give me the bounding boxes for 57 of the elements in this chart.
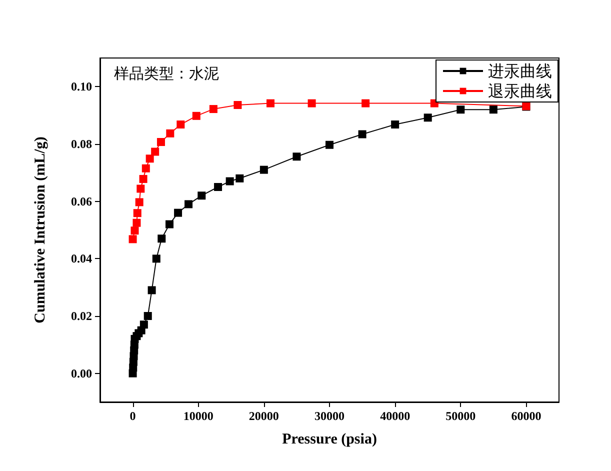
x-axis-title: Pressure (psia) bbox=[282, 432, 377, 448]
point bbox=[130, 226, 139, 235]
point bbox=[236, 174, 244, 182]
legend-label: 进汞曲线 bbox=[488, 62, 552, 80]
point bbox=[424, 114, 432, 122]
point bbox=[260, 166, 268, 174]
point bbox=[192, 112, 200, 120]
point bbox=[156, 138, 165, 146]
y-tick-label: 0.06 bbox=[71, 194, 92, 208]
point bbox=[133, 209, 142, 218]
point bbox=[146, 154, 154, 163]
point bbox=[140, 320, 148, 329]
point bbox=[358, 130, 366, 138]
point bbox=[136, 184, 145, 193]
point bbox=[362, 99, 370, 108]
x-tick-label: 60000 bbox=[511, 409, 542, 423]
point bbox=[234, 101, 242, 110]
point bbox=[158, 234, 166, 243]
point bbox=[266, 99, 274, 108]
x-tick-label: 40000 bbox=[380, 409, 410, 423]
point bbox=[214, 183, 222, 191]
point bbox=[176, 120, 185, 129]
y-axis-title: Cumulative Intrusion (mL/g) bbox=[32, 136, 48, 324]
point bbox=[326, 140, 334, 149]
point bbox=[209, 105, 218, 114]
y-tick-label: 0.10 bbox=[71, 80, 92, 94]
point bbox=[166, 129, 174, 138]
point bbox=[166, 220, 174, 228]
y-tick-label: 0.04 bbox=[71, 252, 92, 266]
x-tick-label: 30000 bbox=[314, 409, 344, 423]
point bbox=[142, 164, 150, 172]
legend-label: 退汞曲线 bbox=[488, 82, 552, 100]
annotation: 样品类型：水泥 bbox=[114, 64, 219, 82]
point bbox=[144, 312, 152, 320]
point bbox=[292, 152, 301, 161]
point bbox=[148, 286, 156, 294]
x-tick-label: 0 bbox=[130, 409, 136, 423]
point bbox=[135, 198, 144, 206]
point bbox=[456, 106, 465, 114]
y-tick-label: 0.02 bbox=[71, 309, 92, 323]
point bbox=[308, 99, 316, 108]
x-tick-label: 20000 bbox=[248, 409, 279, 423]
x-tick-label: 50000 bbox=[446, 409, 476, 423]
point bbox=[489, 106, 498, 114]
point bbox=[226, 177, 234, 186]
point bbox=[184, 200, 193, 208]
y-tick-label: 0.00 bbox=[71, 366, 92, 380]
point bbox=[391, 120, 400, 129]
y-tick-label: 0.08 bbox=[71, 137, 92, 151]
point bbox=[139, 174, 148, 183]
point bbox=[198, 192, 206, 200]
x-tick-label: 10000 bbox=[183, 409, 214, 423]
point bbox=[132, 218, 141, 227]
point bbox=[128, 235, 137, 244]
point bbox=[152, 254, 160, 263]
point bbox=[174, 208, 182, 217]
point bbox=[151, 148, 160, 156]
